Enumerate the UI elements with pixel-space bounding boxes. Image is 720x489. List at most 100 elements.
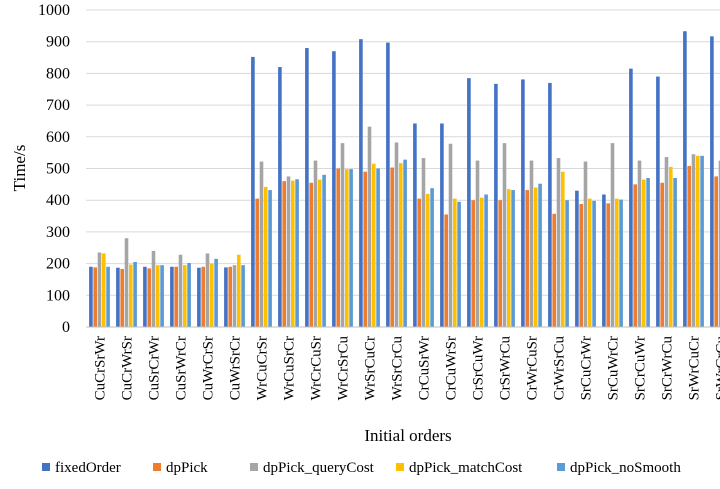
bar-fixedOrder-WrCuCrSr	[251, 56, 255, 327]
bar-dpPick_matchCost-CrSrCuWr	[480, 197, 484, 327]
legend: fixedOrder dpPick dpPick_queryCost dpPick_m…	[42, 460, 681, 476]
bar-dpPick-CrCuSrWr	[417, 198, 421, 327]
bar-dpPick_queryCost-WrCrSrCu	[340, 143, 345, 327]
bar-dpPick_noSmooth-WrSrCuCr	[376, 168, 380, 327]
bar-dpPick_matchCost-WrCuSrCr	[291, 180, 295, 327]
gridlines	[86, 9, 720, 296]
bar-fixedOrder-SrWrCrCu	[710, 36, 714, 327]
bar-dpPick_noSmooth-SrWrCuCr	[700, 155, 704, 327]
y-axis-title: Time/s	[10, 145, 29, 192]
bar-dpPick_noSmooth-CrWrSrCu	[565, 200, 569, 327]
bar-dpPick-SrCuWrCr	[606, 203, 610, 327]
bar-dpPick-CuWrCrSr	[201, 266, 205, 327]
legend-swatch	[42, 463, 50, 471]
bar-dpPick_noSmooth-CrCuSrWr	[430, 188, 434, 327]
bar-dpPick_matchCost-CuWrSrCr	[237, 254, 241, 327]
bar-dpPick-WrSrCuCr	[363, 171, 367, 327]
bar-fixedOrder-CuSrCrWr	[143, 266, 147, 327]
bar-dpPick_noSmooth-WrCrCuSr	[322, 174, 326, 327]
y-tick-label: 400	[46, 192, 70, 209]
bar-dpPick-CuCrWrSr	[120, 268, 124, 327]
bar-dpPick_queryCost-CrSrCuWr	[475, 160, 480, 327]
bar-dpPick_queryCost-CrSrWrCu	[502, 143, 507, 327]
y-tick-label: 100	[46, 287, 70, 304]
y-tick-label: 1000	[38, 2, 70, 19]
bar-dpPick_queryCost-CrCuSrWr	[421, 158, 426, 327]
x-tick-label: WrSrCuCr	[363, 336, 379, 400]
legend-item-dpPick: dpPick	[153, 460, 208, 476]
bar-dpPick_queryCost-CuCrWrSr	[124, 238, 129, 327]
x-tick-label: SrCuCrWr	[579, 336, 595, 400]
bar-fixedOrder-CuSrWrCr	[170, 266, 174, 327]
bar-dpPick_matchCost-SrCuWrCr	[615, 198, 619, 327]
bar-dpPick-SrCuCrWr	[579, 204, 583, 327]
x-tick-label: SrWrCrCu	[714, 336, 720, 401]
bar-fixedOrder-CrWrSrCu	[548, 82, 552, 327]
bar-dpPick-CrSrWrCu	[498, 200, 502, 327]
x-tick-label: WrCrSrCu	[336, 336, 352, 401]
x-tick-label: WrCuSrCr	[282, 336, 298, 400]
legend-label: dpPick_queryCost	[263, 460, 375, 476]
y-tick-label: 700	[46, 97, 70, 114]
y-tick-label: 0	[62, 319, 70, 336]
bar-dpPick_queryCost-CrCuWrSr	[448, 143, 453, 327]
bar-dpPick_matchCost-WrCuCrSr	[264, 186, 268, 327]
x-tick-label: CuWrCrSr	[201, 336, 217, 400]
bar-dpPick_queryCost-CuWrSrCr	[232, 265, 237, 327]
bar-dpPick-CuSrWrCr	[174, 266, 178, 327]
legend-swatch	[250, 463, 258, 471]
bar-fixedOrder-WrCrSrCu	[332, 51, 336, 328]
bar-fixedOrder-CrWrCuSr	[521, 79, 525, 327]
bar-dpPick-WrCrCuSr	[309, 182, 313, 327]
bar-dpPick-WrCuSrCr	[282, 181, 286, 327]
bar-dpPick-CuCrSrWr	[93, 267, 97, 327]
bar-dpPick_queryCost-SrCrCuWr	[637, 160, 642, 327]
x-tick-label: SrWrCuCr	[687, 336, 703, 400]
bar-fixedOrder-SrCrCuWr	[629, 68, 633, 328]
bar-dpPick-WrSrCrCu	[390, 167, 394, 327]
bar-dpPick_queryCost-CuSrCrWr	[151, 250, 156, 327]
bar-dpPick_noSmooth-SrCuWrCr	[619, 199, 623, 327]
bar-dpPick_matchCost-CuSrCrWr	[156, 265, 160, 327]
bar-fixedOrder-SrCuCrWr	[575, 190, 579, 327]
legend-label: dpPick	[166, 460, 208, 476]
bar-dpPick_queryCost-WrCuSrCr	[286, 176, 291, 327]
x-tick-label: CrSrWrCu	[498, 336, 514, 401]
bar-fixedOrder-CrCuSrWr	[413, 123, 417, 328]
bar-dpPick_matchCost-SrWrCuCr	[696, 155, 700, 327]
y-tick-label: 200	[46, 256, 70, 273]
bar-dpPick_noSmooth-CuCrWrSr	[133, 262, 137, 327]
bar-dpPick_matchCost-CrCuSrWr	[426, 193, 430, 327]
legend-swatch	[396, 463, 404, 471]
x-tick-label: CrWrCuSr	[525, 336, 541, 400]
bar-dpPick_matchCost-WrSrCuCr	[372, 163, 376, 327]
bar-dpPick-SrWrCrCu	[714, 176, 718, 327]
bar-dpPick_matchCost-CuCrSrWr	[102, 253, 106, 327]
x-tick-label: WrCrCuSr	[309, 336, 325, 400]
bar-dpPick_noSmooth-CuWrCrSr	[214, 258, 218, 327]
legend-item-dpPick_matchCost: dpPick_matchCost	[396, 460, 523, 476]
bar-dpPick_queryCost-WrCrCuSr	[313, 160, 318, 327]
bar-dpPick_matchCost-CrWrSrCu	[561, 171, 565, 327]
bar-dpPick_matchCost-CrCuWrSr	[453, 198, 457, 327]
bar-dpPick_queryCost-CuCrSrWr	[97, 252, 102, 327]
bar-fixedOrder-WrCrCuSr	[305, 48, 309, 327]
bar-dpPick-CrSrCuWr	[471, 200, 475, 327]
bar-fixedOrder-SrCrWrCu	[656, 76, 660, 327]
x-tick-label: CuSrWrCr	[174, 336, 190, 400]
bar-dpPick-CuWrSrCr	[228, 266, 232, 327]
bar-dpPick_matchCost-CuSrWrCr	[183, 265, 187, 327]
bar-fixedOrder-CuWrSrCr	[224, 267, 228, 327]
bar-fixedOrder-WrSrCrCu	[386, 42, 390, 327]
x-tick-label: CuWrSrCr	[228, 336, 244, 400]
bar-fixedOrder-CuCrSrWr	[89, 266, 93, 327]
bar-dpPick-WrCuCrSr	[255, 198, 259, 327]
bar-dpPick_matchCost-WrSrCrCu	[399, 163, 403, 327]
bar-dpPick-CrCuWrSr	[444, 214, 448, 327]
legend-swatch	[153, 463, 161, 471]
legend-item-dpPick_noSmooth: dpPick_noSmooth	[557, 460, 681, 476]
bar-dpPick_noSmooth-CuCrSrWr	[106, 266, 110, 327]
bar-dpPick_noSmooth-WrCuCrSr	[268, 190, 272, 327]
bar-dpPick_noSmooth-CrSrWrCu	[511, 190, 515, 327]
